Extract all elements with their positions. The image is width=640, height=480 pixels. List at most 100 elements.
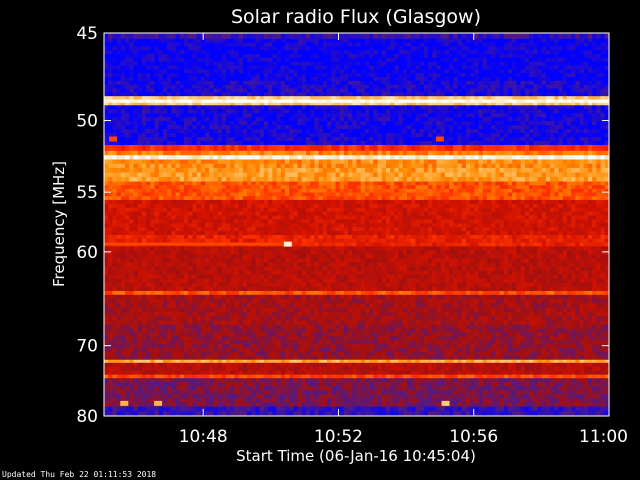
spectrogram-cell [600, 163, 606, 169]
spectrogram-cell [129, 133, 134, 138]
spectrogram-cell [482, 188, 488, 193]
spectrogram-cell [175, 125, 181, 130]
spectrogram-cell [255, 109, 261, 114]
spectrogram-cell [213, 196, 218, 201]
spectrogram-cell [268, 96, 273, 100]
spectrogram-cell [592, 181, 597, 186]
spectrogram-cell [575, 163, 580, 169]
spectrogram-cell [562, 92, 568, 97]
spectrogram-cell [579, 117, 585, 122]
spectrogram-cell [571, 38, 576, 43]
spectrogram-cell [263, 69, 269, 74]
spectrogram-cell [419, 96, 425, 100]
spectrogram-cell [407, 99, 412, 104]
spectrogram-cell [280, 96, 286, 100]
spectrogram-cell [596, 121, 601, 126]
spectrogram-cell [322, 188, 328, 193]
spectrogram-cell [314, 105, 319, 110]
spectrogram-cell [428, 192, 433, 197]
spectrogram-cell [301, 46, 307, 51]
spectrogram-cell [524, 38, 530, 43]
spectrogram-cell [150, 92, 155, 97]
spectrogram-cell [339, 117, 345, 122]
spectrogram-cell [314, 144, 319, 152]
spectrogram-cell [356, 84, 362, 89]
spectrogram-cell [234, 54, 239, 59]
spectrogram-cell [280, 92, 286, 97]
spectrogram-cell [263, 57, 269, 63]
spectrogram-cell [280, 141, 286, 146]
spectrogram-cell [200, 80, 206, 85]
spectrogram-cell [478, 155, 484, 160]
spectrogram-cell [415, 33, 420, 40]
spectrogram-cell [188, 185, 193, 190]
spectrogram-cell [104, 172, 109, 178]
spectrogram-cell [112, 84, 117, 89]
spectrogram-cell [310, 109, 315, 114]
spectrogram-cell [541, 113, 547, 118]
spectrogram-cell [247, 125, 252, 130]
spectrogram-cell [310, 117, 315, 122]
spectrogram-cell [343, 129, 349, 134]
spectrogram-cell [604, 150, 610, 156]
spectrogram-cell [226, 84, 231, 89]
spectrogram-cell [453, 172, 458, 178]
spectrogram-cell [575, 73, 580, 78]
spectrogram-cell [154, 155, 160, 160]
spectrogram-cell [356, 73, 362, 78]
spectrogram-cell [343, 113, 349, 118]
spectrogram-cell [230, 102, 235, 106]
spectrogram-cell [512, 77, 517, 82]
spectrogram-cell [524, 141, 530, 146]
spectrogram-cell [335, 46, 340, 51]
spectrogram-cell [352, 121, 357, 126]
spectrogram-cell [196, 92, 202, 97]
spectrogram-cell [554, 133, 559, 138]
spectrogram-cell [499, 117, 505, 122]
spectrogram-cell [314, 137, 319, 142]
spectrogram-cell [196, 102, 202, 106]
spectrogram-cell [566, 73, 572, 78]
spectrogram-cell [306, 163, 311, 169]
spectrogram-cell [331, 167, 336, 173]
spectrogram-cell [520, 159, 526, 165]
spectrogram-cell [373, 84, 378, 89]
spectrogram-cell [550, 102, 555, 106]
spectrogram-cell [175, 121, 181, 126]
spectrogram-cell [259, 102, 265, 106]
spectrogram-cell [419, 159, 425, 165]
spectrogram-cell [373, 167, 378, 173]
spectrogram-cell [360, 144, 366, 152]
spectrogram-cell [474, 65, 479, 70]
spectrogram-cell [440, 33, 446, 40]
spectrogram-cell [508, 121, 513, 126]
spectrogram-cell [154, 33, 160, 40]
spectrogram-cell [482, 69, 488, 74]
spectrogram-cell [537, 121, 542, 126]
spectrogram-cell [449, 33, 454, 40]
spectrogram-cell [255, 159, 261, 165]
spectrogram-cell [444, 69, 450, 74]
spectrogram-cell [226, 117, 231, 122]
spectrogram-cell [104, 46, 109, 51]
spectrogram-cell [423, 46, 429, 51]
spectrogram-cell [327, 137, 332, 142]
spectrogram-cell [470, 188, 475, 193]
spectrogram-cell [200, 117, 206, 122]
spectrogram-cell [297, 105, 303, 110]
spectrogram-cell [592, 33, 597, 40]
spectrogram-cell [339, 105, 345, 110]
spectrogram-cell [385, 155, 391, 160]
spectrogram-cell [259, 121, 265, 126]
spectrogram-cell [137, 133, 143, 138]
spectrogram-cell [150, 163, 155, 169]
spectrogram-cell [541, 46, 547, 51]
spectrogram-cell [263, 192, 269, 197]
spectrogram-cell [575, 102, 580, 106]
spectrogram-cell [209, 92, 214, 97]
spectrogram-cell [499, 172, 505, 178]
spectrogram-cell [470, 88, 475, 93]
spectrogram-cell [335, 125, 340, 130]
spectrogram-cell [512, 46, 517, 51]
spectrogram-cell [343, 105, 349, 110]
